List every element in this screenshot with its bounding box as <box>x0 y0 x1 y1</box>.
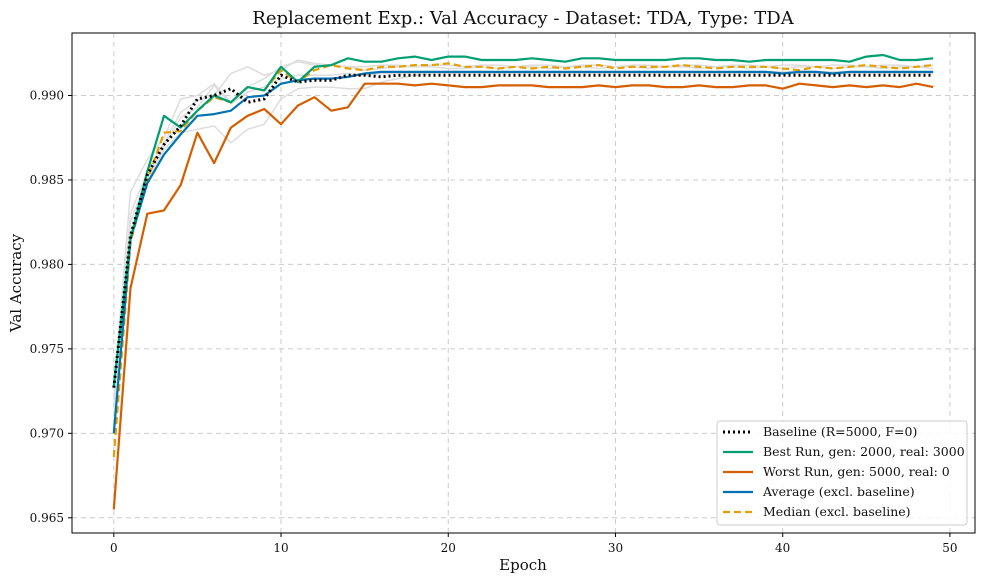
x-tick-label: 20 <box>441 541 456 555</box>
background-run-line <box>113 72 934 417</box>
background-runs <box>113 59 934 417</box>
chart-title: Replacement Exp.: Val Accuracy - Dataset… <box>252 8 794 29</box>
x-axis-label: Epoch <box>499 556 547 574</box>
y-tick-label: 0.975 <box>30 342 64 356</box>
series-line <box>112 73 934 388</box>
series-line <box>112 62 934 458</box>
y-tick-label: 0.990 <box>30 89 64 103</box>
legend-entry: Median (excl. baseline) <box>763 504 911 519</box>
plot-frame <box>71 32 976 534</box>
y-axis-label: Val Accuracy <box>7 233 25 333</box>
x-tick-label: 40 <box>775 541 790 555</box>
y-tick-label: 0.985 <box>30 173 64 187</box>
legend-entry: Worst Run, gen: 5000, real: 0 <box>763 464 950 479</box>
axis-ticks: 0 10 20 30 40 50 0.965 0.970 0.975 0.980 0.985 0.99… <box>30 89 958 556</box>
x-tick-label: 50 <box>942 541 957 555</box>
series-lines <box>112 53 934 510</box>
legend-entry: Average (excl. baseline) <box>762 484 915 499</box>
y-tick-label: 0.970 <box>30 426 64 440</box>
x-tick-label: 0 <box>110 541 118 555</box>
series-line <box>112 70 934 434</box>
y-tick-label: 0.965 <box>30 511 64 525</box>
legend: Baseline (R=5000, F=0) Best Run, gen: 200… <box>716 420 968 526</box>
series-line <box>112 53 934 387</box>
legend-box <box>716 420 968 526</box>
series-line <box>112 82 934 510</box>
y-tick-label: 0.980 <box>30 257 64 271</box>
legend-entry: Best Run, gen: 2000, real: 3000 <box>763 444 965 459</box>
background-run-line <box>113 60 934 392</box>
legend-entry: Baseline (R=5000, F=0) <box>763 424 917 439</box>
x-tick-label: 30 <box>608 541 623 555</box>
x-tick-label: 10 <box>273 541 288 555</box>
background-run-line <box>113 59 934 400</box>
